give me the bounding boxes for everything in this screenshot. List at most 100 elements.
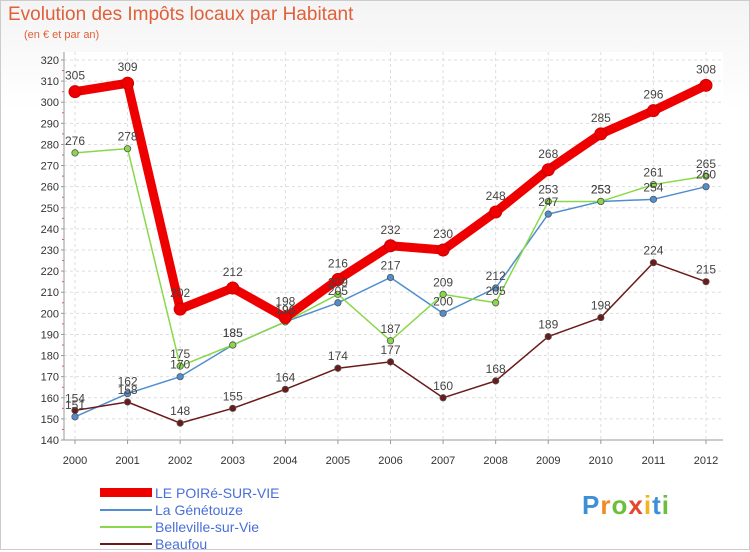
legend-item-belleville-sur-vie[interactable]: Belleville-sur-Vie [100,518,279,535]
data-point [544,210,552,218]
data-point [384,239,397,253]
y-tick-label: 300 [41,97,59,109]
x-tick-label: 2003 [221,455,245,467]
data-point [229,404,237,412]
logo-letter: i [643,490,653,520]
x-tick-label: 2007 [431,455,455,467]
y-tick-label: 150 [41,414,59,426]
legend-item-le-poire-sur-vie[interactable]: LE POIRé-SUR-VIE [100,484,279,501]
data-label: 253 [591,182,611,196]
y-tick-label: 290 [41,118,59,130]
data-point [123,398,132,406]
y-tick-label: 190 [41,329,59,341]
data-label: 189 [538,318,558,332]
logo-letter: P [582,490,601,520]
x-tick-label: 2005 [326,455,350,467]
data-point [334,290,342,298]
chart-legend: LE POIRé-SUR-VIE La Génétouze Belleville… [100,484,279,552]
x-tick-label: 2010 [589,455,613,467]
logo-letter: t [652,490,662,520]
chart-subtitle: (en € et par an) [24,29,100,41]
data-point [386,273,395,282]
y-tick-label: 200 [41,308,59,320]
data-point [71,406,79,415]
data-point [436,243,450,257]
data-point [649,259,658,267]
legend-swatch-belleville-sur-vie [100,525,152,528]
data-point [68,85,82,99]
data-point [649,195,658,203]
data-label: 155 [223,389,243,403]
data-point [439,290,447,298]
data-label: 247 [538,195,558,209]
data-point [702,183,710,191]
legend-item-la-genetouze[interactable]: La Génétouze [100,501,279,518]
legend-item-beaufou[interactable]: Beaufou [100,535,279,552]
legend-swatch-la-genetouze [100,508,152,511]
data-point [492,284,500,292]
data-point [597,313,605,322]
data-point [173,302,187,316]
data-label: 254 [643,180,663,194]
legend-swatch-le-poire-sur-vie [100,488,152,497]
data-point [331,273,345,287]
x-tick-label: 2001 [115,455,139,467]
data-label: 253 [538,182,558,196]
y-tick-label: 270 [41,161,59,173]
data-point [176,419,184,427]
x-tick-label: 2006 [378,455,402,467]
data-point [492,377,500,385]
data-point [699,78,713,92]
data-label: 185 [223,326,243,340]
data-point [702,172,710,180]
data-label: 305 [65,69,85,83]
data-label: 212 [486,269,506,283]
y-tick-label: 260 [41,182,59,194]
data-label: 308 [696,62,716,76]
data-label: 309 [118,60,138,74]
logo-letter: r [600,490,612,520]
data-label: 196 [275,303,295,317]
data-point [121,76,135,90]
data-label: 187 [380,322,400,336]
data-label: 198 [275,295,295,309]
legend-swatch-beaufou [100,542,152,545]
data-label: 177 [380,343,400,357]
data-label: 209 [328,275,348,289]
data-label: 170 [170,358,190,372]
data-point [71,413,79,421]
data-label: 175 [170,347,190,361]
data-label: 276 [65,134,85,148]
y-tick-label: 310 [41,76,59,88]
legend-label: Beaufou [155,535,208,552]
legend-label: La Génétouze [155,501,243,518]
x-tick-label: 2012 [694,455,718,467]
data-point [489,205,503,219]
data-point [334,299,342,307]
legend-label: Belleville-sur-Vie [155,518,260,535]
data-label: 198 [591,299,611,313]
logo-letter: o [611,490,629,520]
data-point [646,104,660,118]
data-label: 268 [538,147,558,161]
data-label: 196 [275,303,295,317]
data-point [544,197,552,206]
data-label: 232 [380,223,400,237]
data-point [176,373,184,381]
y-tick-label: 240 [41,224,59,236]
data-label: 261 [643,166,663,180]
data-label: 253 [591,182,611,196]
data-label: 230 [433,227,453,241]
data-point [278,311,292,325]
chart-title: Evolution des Impôts locaux par Habitant [8,4,354,25]
data-label: 205 [486,284,506,298]
data-label: 296 [643,88,663,102]
data-point [123,389,132,398]
data-label: 265 [696,157,716,171]
data-point [123,145,132,153]
data-point [226,281,240,295]
x-tick-label: 2002 [168,455,192,467]
data-point [334,364,342,372]
y-tick-label: 320 [41,55,59,67]
data-label: 248 [486,189,506,203]
